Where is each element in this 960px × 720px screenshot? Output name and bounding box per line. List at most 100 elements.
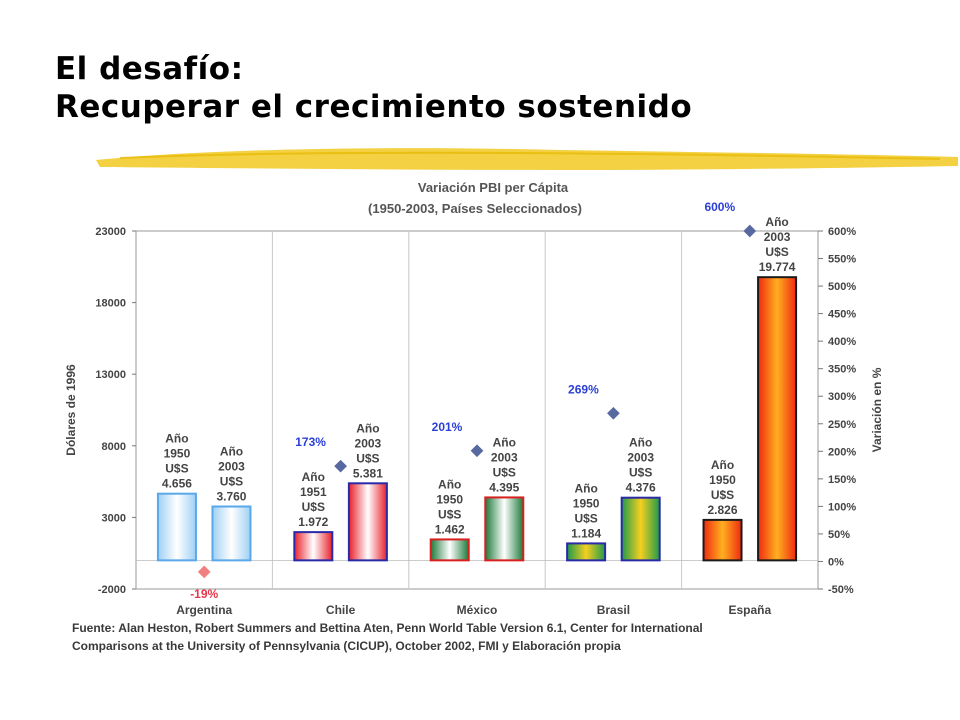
variation-marker-argentina [197, 565, 211, 579]
bar-data-label: Año [356, 421, 379, 435]
bar-data-label: Año [629, 436, 652, 450]
bar-data-label: Año [493, 435, 516, 449]
variation-label: -19% [190, 587, 218, 601]
bar-data-label: U$S [493, 465, 516, 479]
y-tick-label: 13000 [95, 369, 126, 381]
bar-data-label: 19.774 [759, 260, 796, 274]
chart-title: Variación PBI per Cápita [418, 180, 569, 195]
bar-brasil-1950 [566, 542, 607, 562]
y2-tick-label: 0% [828, 556, 844, 568]
bar-data-label: 1950 [436, 492, 463, 506]
variation-marker-chile [334, 459, 347, 473]
bar-data-label: 2003 [355, 436, 382, 450]
slide-title-line-1: El desafío: [55, 51, 244, 87]
bar-data-label: Año [302, 470, 325, 484]
y2-tick-label: 550% [828, 254, 856, 266]
bar-data-label: 4.376 [626, 481, 656, 495]
category-label: Brasil [597, 603, 630, 617]
bar-data-label: U$S [574, 511, 597, 525]
bar-data-label: 1950 [164, 447, 191, 461]
bar-méxico-1950 [429, 538, 470, 562]
bar-méxico-2003 [484, 496, 525, 562]
bar-data-label: 1.972 [298, 515, 328, 529]
bar-chile-1951 [293, 531, 334, 562]
bar-data-label: 2003 [218, 460, 245, 474]
y-tick-label: 23000 [95, 226, 126, 238]
bar-data-label: 1950 [709, 473, 736, 487]
plot-area: -2000 3000 8000 13000 18000 23000 -50% 0% 50% 100… [64, 200, 884, 617]
source-line-1: Fuente: Alan Heston, Robert Summers and … [72, 621, 703, 635]
variation-label: 173% [295, 435, 326, 449]
category-label: España [728, 603, 771, 617]
bar-data-label: 1951 [300, 485, 327, 499]
bar-data-label: U$S [356, 451, 379, 465]
bar-españa-2003 [757, 276, 798, 562]
bar-chile-2003 [347, 482, 388, 562]
y2-tick-label: 300% [828, 391, 856, 403]
y2-tick-label: 250% [828, 419, 856, 431]
bar-data-label: Año [765, 215, 788, 229]
bar-data-label: 2003 [627, 451, 654, 465]
title-underline-stroke [96, 148, 958, 170]
bar-data-label: Año [711, 458, 734, 472]
y2-tick-label: 150% [828, 474, 856, 486]
bar-data-label: U$S [765, 245, 788, 259]
bar-data-label: 2003 [491, 450, 518, 464]
y2-tick-label: -50% [828, 584, 854, 596]
y2-tick-label: 50% [828, 529, 850, 541]
variation-marker-brasil [607, 406, 620, 420]
y2-axis-title: Variación en % [870, 367, 884, 452]
bar-data-label: Año [220, 445, 243, 459]
bar-data-label: 1.462 [435, 522, 465, 536]
y-tick-label: -2000 [98, 584, 126, 596]
bar-data-label: U$S [438, 507, 461, 521]
variation-label: 600% [704, 200, 735, 214]
y2-tick-label: 500% [828, 281, 856, 293]
title-underline-highlight [119, 151, 941, 160]
bar-data-label: 2003 [764, 230, 791, 244]
bar-data-label: 1.184 [571, 526, 601, 540]
y2-tick-label: 350% [828, 364, 856, 376]
bar-data-label: 4.395 [489, 480, 519, 494]
bar-data-label: Año [574, 481, 597, 495]
category-label: Chile [326, 603, 356, 617]
slide-title-line-2: Recuperar el crecimiento sostenido [55, 89, 693, 125]
slide-title: El desafío: Recuperar el crecimiento sos… [55, 50, 692, 126]
plot-frame [135, 230, 819, 590]
bar-data-label: U$S [629, 466, 652, 480]
bar-data-label: 2.826 [708, 503, 738, 517]
y-tick-label: 8000 [102, 441, 126, 453]
bar-data-label: U$S [711, 488, 734, 502]
y-tick-label: 18000 [95, 298, 126, 310]
bar-data-label: 5.381 [353, 466, 383, 480]
y2-tick-label: 200% [828, 446, 856, 458]
y2-tick-label: 400% [828, 336, 856, 348]
y2-tick-label: 450% [828, 309, 856, 321]
bar-data-label: U$S [302, 500, 325, 514]
bar-data-label: Año [438, 477, 461, 491]
source-note: Fuente: Alan Heston, Robert Summers and … [72, 619, 832, 655]
bar-españa-1950 [702, 518, 743, 562]
bar-argentina-1950 [156, 492, 197, 562]
y2-tick-label: 100% [828, 501, 856, 513]
y-axis-title: Dólares de 1996 [64, 364, 78, 456]
chart-subtitle: (1950-2003, Países Seleccionados) [368, 201, 582, 216]
variation-label: 201% [432, 420, 463, 434]
y2-tick-label: 600% [828, 226, 856, 238]
category-label: México [457, 603, 498, 617]
source-line-2: Comparisons at the University of Pennsyl… [72, 639, 621, 653]
bar-argentina-2003 [211, 505, 252, 562]
bar-data-label: 1950 [573, 496, 600, 510]
y-tick-label: 3000 [102, 512, 126, 524]
variation-marker-méxico [470, 444, 484, 458]
variation-label: 269% [568, 382, 599, 396]
bar-data-label: U$S [220, 475, 243, 489]
bar-brasil-2003 [620, 496, 661, 562]
variation-marker-españa [743, 224, 757, 238]
category-label: Argentina [176, 603, 232, 617]
bar-data-label: U$S [165, 462, 188, 476]
bar-data-label: 3.760 [216, 490, 246, 504]
bar-data-label: Año [165, 432, 188, 446]
bar-data-label: 4.656 [162, 477, 192, 491]
